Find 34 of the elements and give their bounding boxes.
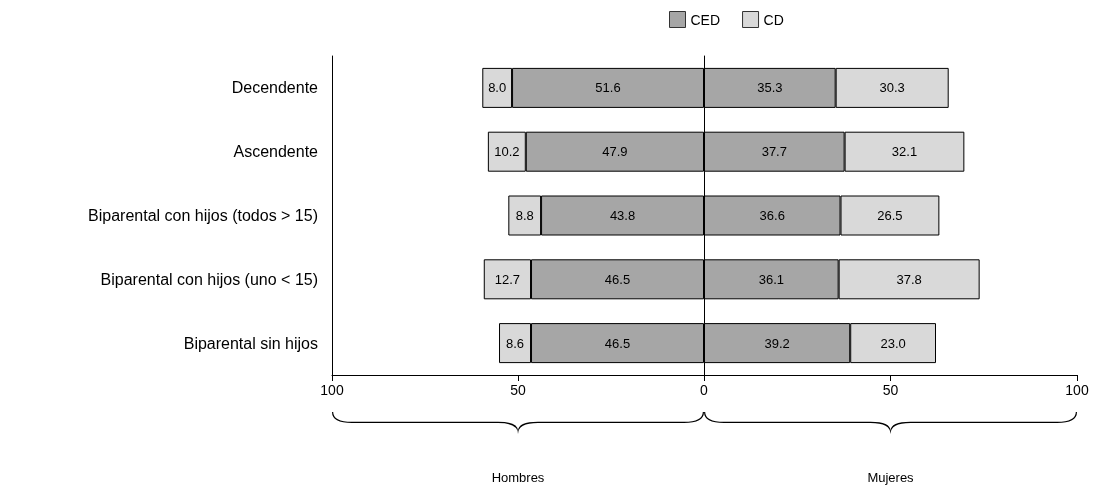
data-label: 8.6 [505,335,525,351]
x-axis-title: Mujeres [867,470,914,485]
y-tick-label: Ascendente [233,143,319,161]
x-tick-label: 100 [320,382,344,398]
data-label: 8.8 [515,208,534,223]
data-label: 39.2 [764,335,790,351]
data-label: 10.2 [494,144,520,160]
x-tick-label: 100 [1065,382,1089,398]
data-label: 30.3 [879,80,905,96]
data-label: 12.7 [494,271,521,287]
data-label: 36.6 [759,208,785,223]
data-label: 37.7 [761,144,787,160]
x-axis-title: Hombres [491,470,545,485]
data-label: 43.8 [609,208,636,223]
data-label: 35.3 [757,80,783,96]
y-tick-label: Biparental con hijos (todos > 15) [88,207,318,224]
data-label: 51.6 [595,80,621,96]
x-tick-label: 0 [700,382,709,398]
legend-label: CD [763,11,784,28]
data-label: 36.1 [758,271,784,287]
data-label: 26.5 [877,208,903,223]
x-tick-label: 50 [882,382,899,398]
data-label: 8.0 [488,80,507,96]
data-label: 46.5 [604,335,631,351]
y-tick-label: Decendente [231,79,319,97]
data-label: 47.9 [602,144,628,160]
data-label: 46.5 [604,271,631,287]
data-label: 32.1 [891,144,918,160]
legend-label: CED [690,11,721,28]
y-tick-label: Biparental con hijos (uno < 15) [100,270,318,288]
data-label: 23.0 [880,335,906,351]
x-tick-label: 50 [510,382,526,398]
data-label: 37.8 [896,271,922,287]
y-tick-label: Biparental sin hijos [183,334,318,352]
